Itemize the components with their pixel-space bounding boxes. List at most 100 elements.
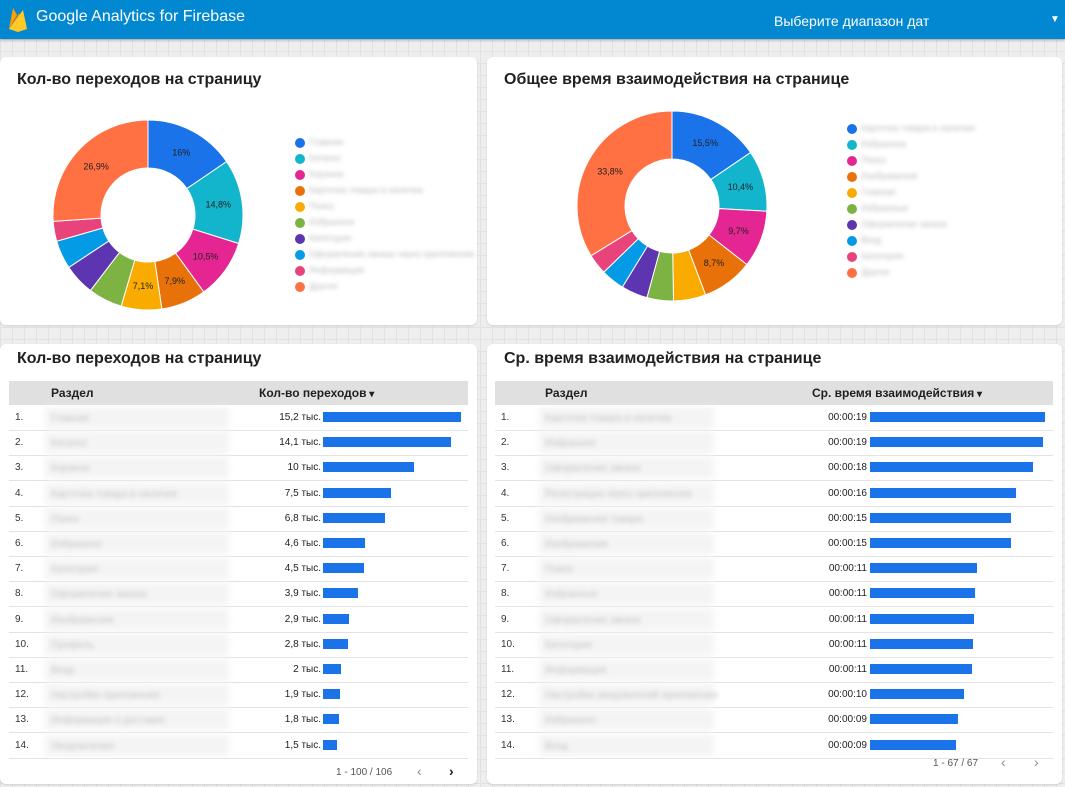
redaction-blur: [539, 608, 714, 630]
table-row[interactable]: 6. Изображения 00:00:15: [495, 531, 1053, 557]
table-row[interactable]: 2. Избранное 00:00:19: [495, 430, 1053, 457]
row-value-bar: [870, 613, 975, 624]
row-index: 14.: [501, 739, 515, 751]
row-section-name: Карточка товара в наличии: [545, 413, 672, 424]
row-section-name: Корзина: [51, 463, 90, 475]
table-row[interactable]: 4. Регистрация через приложение 00:00:16: [495, 481, 1053, 507]
donut-slice[interactable]: [576, 110, 673, 257]
legend-label: Избранные: [861, 203, 909, 213]
row-section-name: Главная: [51, 413, 90, 424]
table-row[interactable]: 14. Вход 00:00:09: [495, 733, 1053, 759]
table-row[interactable]: 11. Вход 2 тыс.: [9, 657, 468, 683]
slice-data-label: 16%: [172, 147, 190, 157]
column-header-section[interactable]: Раздел: [545, 386, 588, 400]
row-index: 1.: [501, 412, 510, 423]
table-row[interactable]: 12. Настройки приложения 1,9 тыс.: [9, 682, 468, 709]
table-row[interactable]: 2. Каталог 14,1 тыс.: [9, 430, 468, 457]
table-row[interactable]: 1. Главная 15,2 тыс.: [9, 405, 468, 431]
legend-label: Избранное: [309, 217, 355, 227]
donut-chart[interactable]: 15,5% 10,4% 9,7% 8,7% 33,8%: [576, 110, 768, 302]
table-row[interactable]: 9. Изображения 2,9 тыс.: [9, 607, 468, 633]
table-row[interactable]: 10. Профиль 2,8 тыс.: [9, 632, 468, 658]
donut-chart[interactable]: 16% 14,8% 10,5% 7,9% 7,1% 26,9%: [52, 119, 244, 311]
date-range-selector[interactable]: Выберите диапазон дат: [774, 13, 930, 29]
row-section-name: Изображения: [51, 614, 114, 626]
table-row[interactable]: 7. Категория 4,5 тыс.: [9, 556, 468, 583]
row-section-name: Категория: [51, 564, 98, 576]
row-value-bar: [870, 664, 972, 674]
table-row[interactable]: 9. Оформление заказа 00:00:11: [495, 607, 1053, 633]
table-title: Кол-во переходов на страницу: [17, 350, 262, 367]
redaction-blur: [539, 583, 714, 605]
sort-desc-icon[interactable]: ▾: [974, 389, 983, 400]
app-title: Google Analytics for Firebase: [36, 8, 245, 25]
row-metric-value: 00:00:18: [828, 462, 867, 474]
table-row[interactable]: 12. Настройки уведомлений приложения 00:00…: [495, 682, 1053, 709]
legend-swatch: [847, 156, 857, 166]
table-header: Раздел Кол-во переходов ▾: [9, 381, 468, 405]
row-index: 12.: [501, 689, 515, 701]
table-row[interactable]: 7. Поиск 00:00:11: [495, 556, 1053, 583]
column-header-label: Кол-во переходов: [259, 386, 367, 400]
chevron-right-icon[interactable]: ›: [1034, 754, 1039, 770]
column-header-metric[interactable]: Ср. время взаимодействия ▾: [812, 386, 982, 400]
legend-label: Вход: [861, 235, 882, 245]
row-index: 14.: [15, 739, 29, 751]
table-row[interactable]: 4. Карточка товара в наличии 7,5 тыс.: [9, 481, 468, 507]
legend-swatch: [847, 188, 857, 198]
row-value-bar: [323, 512, 385, 523]
legend-label: Корзина: [309, 169, 344, 179]
caret-down-icon[interactable]: ▼: [1050, 14, 1060, 25]
row-index: 9.: [15, 613, 24, 625]
chart-title: Общее время взаимодействия на странице: [504, 71, 850, 88]
row-metric-value: 00:00:19: [828, 437, 867, 449]
legend-label: Категория: [309, 233, 352, 243]
row-metric-value: 00:00:09: [828, 714, 867, 726]
legend-label: Поиск: [309, 201, 334, 211]
legend-swatch: [847, 204, 857, 214]
row-value-bar: [870, 412, 1045, 422]
table-row[interactable]: 13. Информация о доставке 1,8 тыс.: [9, 707, 468, 734]
table-header: Раздел Ср. время взаимодействия ▾: [495, 381, 1053, 405]
donut-slice[interactable]: [52, 119, 149, 222]
table-row[interactable]: 8. Оформление заказа 3,9 тыс.: [9, 581, 468, 608]
row-section-name: Вход: [545, 740, 568, 752]
sort-desc-icon[interactable]: ▾: [366, 389, 375, 400]
table-row[interactable]: 1. Карточка товара в наличии 00:00:19: [495, 405, 1053, 431]
slice-data-label: 8,7%: [704, 258, 725, 268]
row-section-name: Поиск: [51, 513, 79, 525]
row-index: 13.: [501, 714, 515, 726]
slice-data-label: 10,4%: [728, 182, 754, 192]
table-row[interactable]: 14. Уведомления 1,5 тыс.: [9, 733, 468, 759]
column-header-section[interactable]: Раздел: [51, 386, 94, 400]
row-metric-value: 2 тыс.: [293, 664, 321, 675]
row-index: 3.: [15, 462, 24, 474]
table-row[interactable]: 6. Избранное 4,6 тыс.: [9, 531, 468, 557]
legend-label: Другое: [861, 267, 890, 277]
row-value-bar: [323, 462, 414, 473]
redaction-blur: [539, 633, 714, 655]
table-row[interactable]: 3. Оформление заказа 00:00:18: [495, 455, 1053, 482]
legend-swatch: [295, 266, 305, 276]
row-index: 2.: [15, 437, 24, 449]
row-section-name: Избранные: [545, 589, 598, 601]
table-row[interactable]: 5. Поиск 6,8 тыс.: [9, 506, 468, 532]
table-row[interactable]: 13. Избранное 00:00:09: [495, 707, 1053, 734]
row-value-bar: [870, 462, 1034, 473]
row-section-name: Настройки уведомлений приложения: [545, 690, 719, 702]
column-header-metric[interactable]: Кол-во переходов ▾: [259, 386, 374, 400]
table-row[interactable]: 11. Информация 00:00:11: [495, 657, 1053, 683]
legend-label: Избранное: [861, 139, 907, 149]
table-row[interactable]: 5. Изображения товара 00:00:15: [495, 506, 1053, 532]
row-value-bar: [323, 638, 349, 649]
table-row[interactable]: 8. Избранные 00:00:11: [495, 581, 1053, 608]
chevron-right-icon[interactable]: ›: [449, 763, 454, 779]
chevron-left-icon[interactable]: ‹: [417, 763, 422, 779]
slice-data-label: 7,9%: [165, 276, 186, 286]
chevron-left-icon[interactable]: ‹: [1001, 754, 1006, 770]
row-metric-value: 1,5 тыс.: [284, 739, 321, 751]
row-value-bar: [870, 487, 1017, 498]
table-row[interactable]: 10. Категория 00:00:11: [495, 632, 1053, 658]
row-index: 7.: [15, 563, 24, 575]
table-row[interactable]: 3. Корзина 10 тыс.: [9, 455, 468, 482]
